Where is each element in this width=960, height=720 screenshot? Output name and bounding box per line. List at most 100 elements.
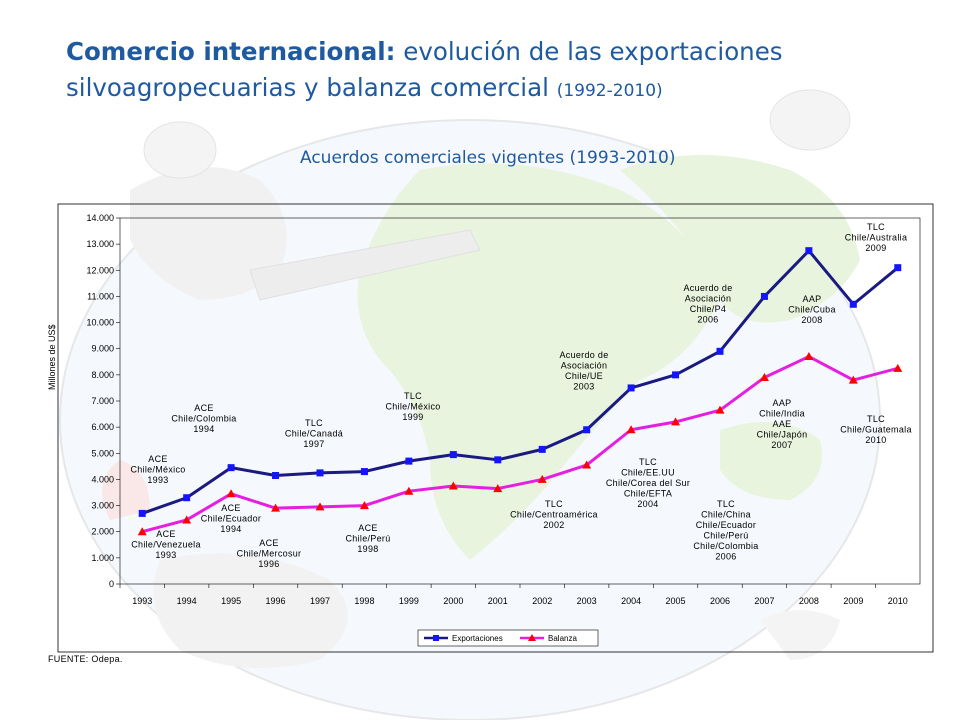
y-tick-label: 7.000 [91, 396, 114, 406]
x-tick-label: 1995 [221, 596, 241, 606]
annotation-line: Chile/Ecuador [696, 520, 756, 530]
x-tick-label: 1999 [399, 596, 419, 606]
annotation-label: ACE Chile/Colombia 1994 [171, 403, 236, 434]
annotation-line: Acuerdo de [559, 350, 608, 360]
chart-subtitle: Acuerdos comerciales vigentes (1993-2010… [300, 148, 676, 168]
title-years: (1992-2010) [556, 81, 663, 101]
annotation-line: Chile/Corea del Sur [606, 478, 690, 488]
exportaciones-point [583, 426, 591, 434]
x-tick-label: 1994 [177, 596, 197, 606]
annotation-line: ACE [156, 529, 175, 539]
annotation-line: Chile/P4 [690, 304, 726, 314]
annotation-label: TLC Chile/Guatemala 2010 [840, 414, 912, 445]
annotation-line: 2006 [715, 552, 736, 562]
annotation-line: TLC [545, 499, 563, 509]
exportaciones-point [672, 371, 680, 379]
annotation-label: Acuerdo de Asociación Chile/P4 2006 [683, 283, 732, 325]
annotation-line: Chile/Japón [757, 430, 808, 440]
annotation-line: Chile/Perú [703, 531, 748, 541]
chart-frame [57, 203, 934, 653]
annotation-line: Chile/Mercosur [237, 549, 302, 559]
annotation-line: Chile/México [130, 465, 185, 475]
annotation-line: Chile/China [701, 510, 751, 520]
annotation-line: Chile/Ecuador [201, 514, 261, 524]
y-tick-label: 6.000 [91, 422, 114, 432]
annotation-line: AAE [773, 419, 792, 429]
exportaciones-point [183, 494, 191, 502]
annotation-line: Chile/EFTA [624, 489, 672, 499]
annotation-line: Asociación [561, 361, 608, 371]
annotation-line: 1997 [303, 439, 324, 449]
annotation-line: 1993 [155, 550, 176, 560]
y-tick-label: 9.000 [91, 344, 114, 354]
annotation-line: 2006 [697, 315, 718, 325]
annotation-line: Chile/México [385, 402, 440, 412]
annotation-label: AAP Chile/India AAE Chile/Japón 2007 [757, 398, 808, 450]
annotation-line: Chile/EE.UU [621, 468, 675, 478]
annotation-line: TLC [867, 222, 885, 232]
annotation-line: Chile/UE [565, 371, 603, 381]
annotation-line: ACE [194, 403, 213, 413]
balanza-point [759, 372, 769, 381]
title-main: evolución de las exportaciones silvoagro… [66, 37, 783, 102]
x-tick-label: 2004 [621, 596, 641, 606]
balanza-point [893, 363, 903, 372]
y-tick-label: 13.000 [86, 239, 114, 249]
annotation-line: Asociación [685, 294, 732, 304]
exportaciones-point [894, 264, 902, 272]
x-tick-label: 2003 [577, 596, 597, 606]
annotation-label: ACE Chile/Ecuador 1994 [201, 503, 261, 534]
exportaciones-point [805, 247, 813, 255]
annotation-line: TLC [867, 414, 885, 424]
annotation-line: 1998 [357, 544, 378, 554]
balanza-point [848, 375, 858, 384]
annotation-line: AAP [773, 398, 792, 408]
annotation-line: Chile/Cuba [788, 305, 836, 315]
balanza-point [582, 460, 592, 469]
annotation-label: AAP Chile/Cuba 2008 [788, 294, 836, 325]
annotation-line: 1996 [258, 559, 279, 569]
balanza-point [626, 425, 636, 434]
annotation-line: Acuerdo de [683, 283, 732, 293]
y-tick-label: 3.000 [91, 501, 114, 511]
balanza-point [271, 503, 281, 512]
exportaciones-point [449, 451, 457, 459]
balanza-point [715, 405, 725, 414]
balanza-point [493, 484, 503, 493]
exportaciones-point [227, 464, 235, 472]
annotation-line: 1993 [147, 475, 168, 485]
annotation-line: 2009 [865, 243, 886, 253]
series-exportaciones-line [141, 249, 899, 515]
legend-label-balanza: Balanza [548, 634, 577, 643]
balanza-point [804, 352, 814, 361]
annotation-label: TLC Chile/Centroamérica 2002 [510, 499, 598, 530]
balanza-point [404, 486, 414, 495]
x-tick-label: 2000 [443, 596, 463, 606]
balanza-point [448, 481, 458, 490]
x-tick-label: 2008 [799, 596, 819, 606]
exportaciones-point [272, 472, 280, 480]
annotation-line: Chile/Colombia [171, 414, 236, 424]
balanza-point [226, 489, 236, 498]
annotation-line: 2004 [637, 499, 658, 509]
exportaciones-point [316, 469, 324, 477]
slide-title: Comercio internacional: evolución de las… [66, 34, 926, 109]
annotation-line: ACE [221, 503, 240, 513]
series-balanza-line [141, 355, 899, 534]
balanza-point [182, 515, 192, 524]
annotation-line: 2008 [801, 315, 822, 325]
exportaciones-point [494, 456, 502, 464]
y-tick-label: 5.000 [91, 448, 114, 458]
annotation-line: Chile/Canadá [285, 429, 343, 439]
annotation-label: TLC Chile/EE.UU Chile/Corea del Sur Chile/E… [606, 457, 690, 509]
balanza-point [671, 417, 681, 426]
annotation-label: ACE Chile/Mercosur 1996 [237, 538, 302, 569]
annotation-label: TLC Chile/Canadá 1997 [285, 418, 343, 449]
balanza-point [359, 501, 369, 510]
x-tick-label: 1998 [354, 596, 374, 606]
annotation-line: 1994 [193, 424, 214, 434]
annotation-line: 2010 [865, 435, 886, 445]
annotation-line: ACE [259, 538, 278, 548]
balanza-point [537, 474, 547, 483]
